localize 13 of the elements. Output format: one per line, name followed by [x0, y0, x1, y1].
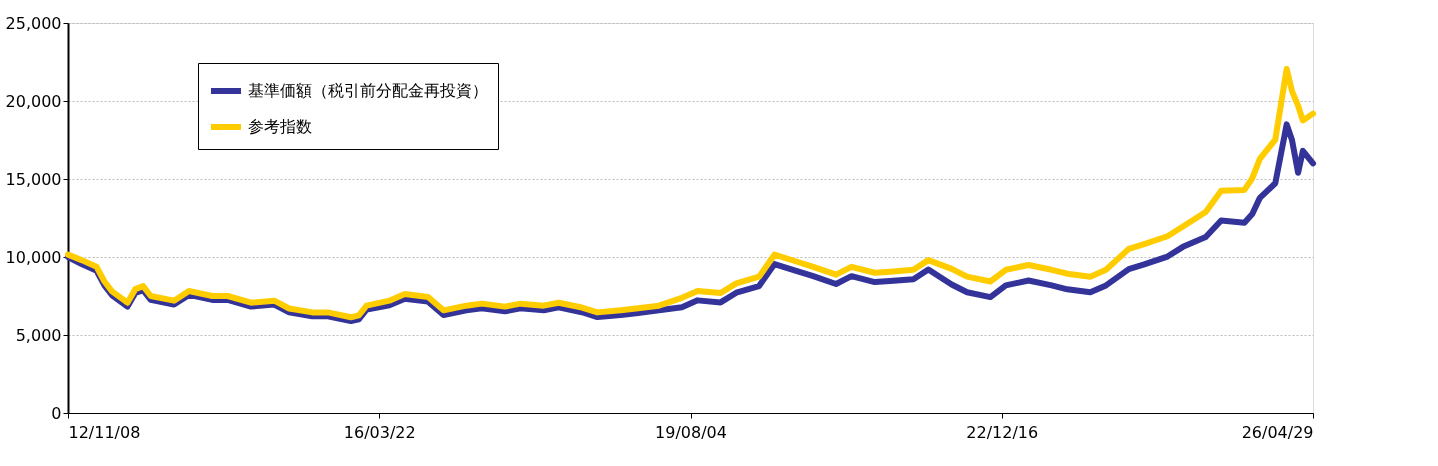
legend-label: 参考指数: [248, 117, 312, 136]
y-tick-label: 20,000: [5, 91, 62, 111]
y-tick-label: 25,000: [5, 13, 62, 33]
x-tick-label: 16/03/22: [343, 422, 416, 442]
y-tick-label: 0: [51, 403, 62, 423]
legend-label: 基準価額（税引前分配金再投資）: [248, 81, 488, 100]
y-tick-label: 10,000: [5, 247, 62, 267]
y-tick-label: 5,000: [15, 325, 62, 345]
x-tick-label: 19/08/04: [655, 422, 727, 442]
x-tick-label: 12/11/08: [68, 422, 141, 442]
x-tick-label: 22/12/16: [966, 422, 1039, 442]
x-tick-label: 26/04/29: [1241, 422, 1314, 442]
y-tick-label: 15,000: [5, 169, 62, 189]
